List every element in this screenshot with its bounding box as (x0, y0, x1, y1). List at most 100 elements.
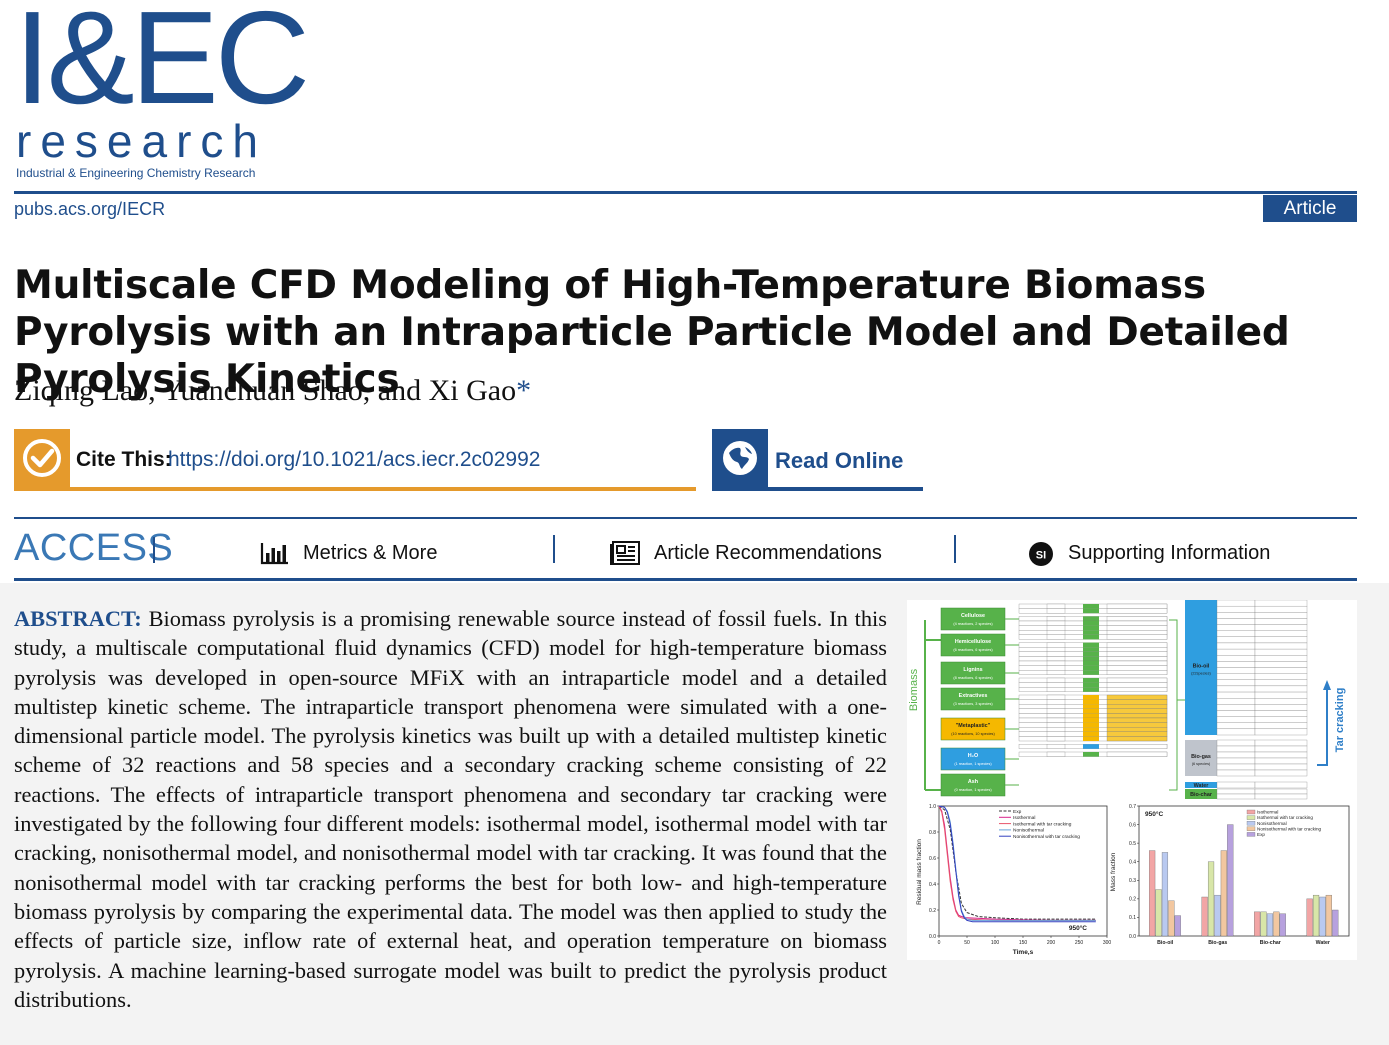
bar-category-label: Water (1316, 940, 1330, 946)
species-phase-cell (1083, 708, 1099, 714)
article-recommendations-link[interactable]: Article Recommendations (654, 542, 882, 564)
product-desc-cell (1254, 618, 1308, 625)
line-chart-annotation: 950°C (1069, 924, 1087, 932)
product-desc-cell (1254, 751, 1308, 759)
tar-cracking-arrow (1317, 685, 1328, 766)
metrics-more-link[interactable]: Metrics & More (303, 542, 438, 564)
line-legend-label: Isothermal (1013, 815, 1035, 821)
bar-mark (1207, 861, 1215, 937)
species-cell (1046, 670, 1066, 675)
product-distribution-bar-chart: Mass fraction 950°C 0.00.10.20.30.40.50.… (1110, 804, 1350, 946)
product-desc-cell (1254, 788, 1308, 795)
read-online-button[interactable]: Read Online (712, 429, 923, 491)
species-phase-cell (1083, 670, 1099, 675)
species-cell (1046, 634, 1066, 640)
species-cell (1046, 642, 1066, 648)
product-desc-cell (1254, 624, 1308, 631)
access-separator (553, 535, 555, 563)
species-desc-cell (1106, 694, 1168, 700)
product-desc-cell (1254, 636, 1308, 644)
bar-ytick-label: 0.5 (1129, 841, 1136, 847)
abstract: Biomass Cellulose (4 reactions, 2 species… (14, 599, 1357, 1014)
species-cell (1046, 656, 1066, 662)
bar-ytick-label: 0.6 (1129, 822, 1136, 828)
scheme-product-name: Water (1194, 783, 1210, 789)
si-badge-icon: SI (1028, 541, 1054, 572)
product-desc-cell (1254, 793, 1308, 800)
product-species-cell (1216, 636, 1256, 644)
product-desc-cell (1254, 691, 1308, 699)
bar-ytick-label: 0.7 (1129, 804, 1136, 810)
species-cell (1046, 699, 1066, 705)
bar-legend-swatch (1246, 815, 1256, 820)
scheme-biomass-bracket (924, 620, 941, 791)
scheme-product-name: Bio-char (1190, 792, 1213, 798)
scheme-group-box (940, 773, 1006, 797)
bar-mark (1227, 824, 1234, 937)
abstract-text: Biomass pyrolysis is a promising renewab… (14, 606, 887, 1012)
scheme-product-box (1185, 600, 1217, 735)
product-desc-cell (1254, 605, 1308, 613)
product-desc-cell (1254, 673, 1308, 680)
toc-graphic: Biomass Cellulose (4 reactions, 2 species… (907, 599, 1357, 960)
scheme-products: Bio-oil (22species) Bio-gas (6 species) Wate… (1185, 599, 1308, 800)
product-species-cell (1216, 691, 1256, 699)
line-ytick-label: 0.0 (929, 934, 936, 940)
journal-logo: I&EC research Industrial & Engineering C… (14, 0, 314, 186)
doi-link[interactable]: https://doi.org/10.1021/acs.iecr.2c02992 (168, 448, 541, 471)
species-desc-cell (1106, 651, 1168, 657)
product-desc-cell (1254, 757, 1308, 765)
globe-icon (712, 429, 768, 487)
species-cell (1046, 751, 1066, 757)
scheme-group-name: Lignins (963, 667, 982, 673)
line-series-path (938, 805, 1096, 920)
access-separator (954, 535, 956, 563)
species-phase-cell (1083, 687, 1099, 692)
species-desc-cell (1106, 713, 1168, 719)
article-type-badge: Article (1263, 195, 1357, 222)
article-title: Multiscale CFD Modeling of High-Temperat… (14, 263, 1290, 402)
product-desc-cell (1254, 722, 1308, 730)
product-species-cell (1216, 769, 1256, 777)
tar-arrow-head (1323, 680, 1331, 690)
species-cell (1046, 682, 1066, 688)
corresponding-author-mark[interactable]: * (516, 374, 532, 407)
bar-legend-swatch (1246, 821, 1256, 826)
bar-category-label: Bio-char (1260, 940, 1281, 946)
scheme-group-box (940, 717, 1006, 741)
product-species-cell (1216, 739, 1256, 747)
bar-legend-label: Isothermal (1257, 810, 1278, 815)
line-ytick-label: 0.8 (929, 830, 936, 836)
access-bottom-divider (14, 578, 1357, 581)
product-species-cell (1216, 781, 1256, 789)
bar-mark (1279, 913, 1286, 937)
species-cell (1046, 603, 1066, 609)
line-legend-label: Nonisothermal (1013, 828, 1044, 834)
bar-chart-annotation: 950°C (1145, 810, 1163, 818)
line-xtick-label: 200 (1047, 940, 1056, 946)
product-desc-cell (1254, 685, 1308, 693)
bar-legend-swatch (1246, 809, 1256, 815)
journal-site-link[interactable]: pubs.acs.org/IECR (14, 199, 166, 219)
product-species-cell (1216, 793, 1256, 800)
species-phase-cell (1083, 630, 1099, 635)
species-desc-cell (1106, 616, 1168, 622)
product-species-cell (1216, 599, 1256, 607)
product-desc-cell (1254, 728, 1308, 736)
product-species-cell (1216, 685, 1256, 693)
bar-mark (1254, 911, 1261, 937)
bar-category-label: Bio-gas (1208, 940, 1227, 946)
header-divider (14, 191, 1357, 194)
bar-legend-label: Exp (1257, 832, 1265, 837)
species-desc-cell (1106, 731, 1168, 737)
species-cell (1046, 713, 1066, 719)
species-phase-cell (1083, 604, 1099, 609)
scheme-group-sub: (8 reactions, 6 species) (953, 676, 993, 680)
scheme-product-name: Bio-gas (1191, 754, 1211, 760)
scheme-product-box (1185, 740, 1217, 776)
product-species-cell (1216, 757, 1256, 765)
scheme-group-box (940, 661, 1006, 685)
product-desc-cell (1254, 781, 1308, 789)
supporting-information-link[interactable]: Supporting Information (1068, 542, 1271, 564)
